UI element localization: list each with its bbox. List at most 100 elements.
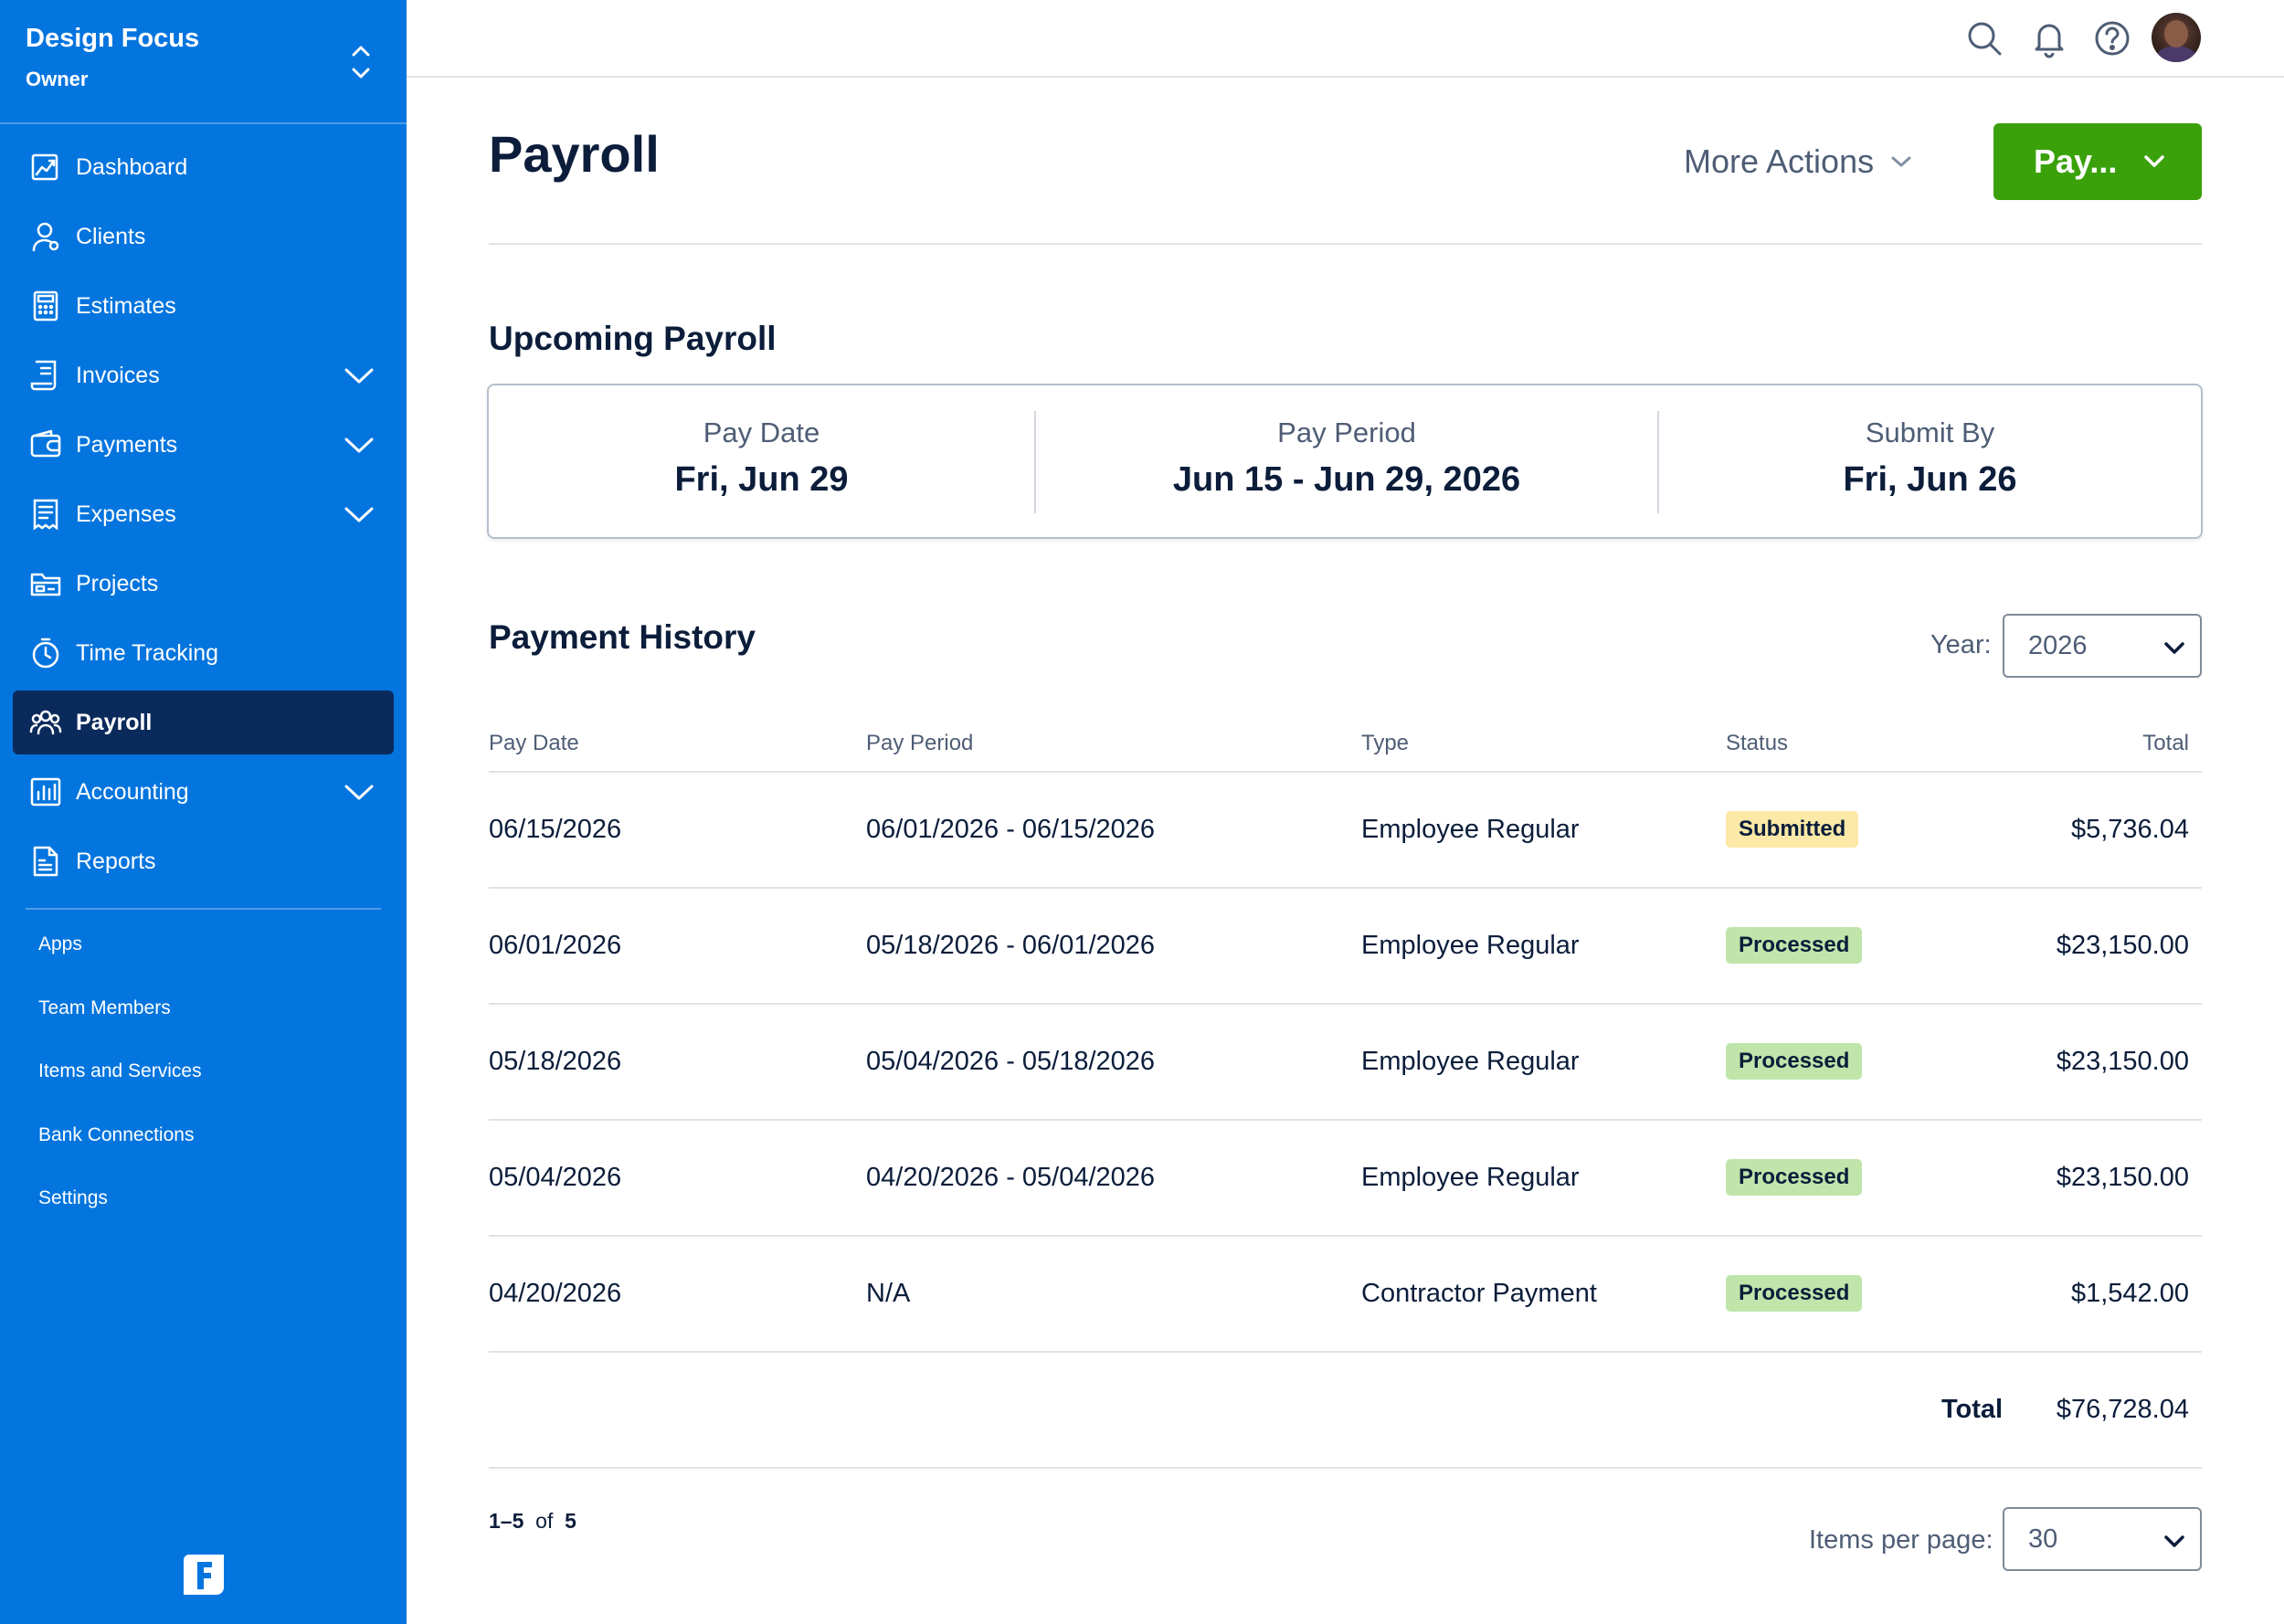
sidebar-item-bank-connections[interactable]: Bank Connections [38, 1124, 195, 1145]
avatar[interactable] [2152, 13, 2201, 62]
sidebar-item-invoices[interactable]: Invoices [13, 343, 394, 407]
bell-icon[interactable] [2029, 18, 2069, 58]
sidebar-item-label: Time Tracking [76, 639, 219, 666]
upcoming-label: Pay Date [703, 417, 820, 448]
sidebar-item-label: Reports [76, 848, 156, 874]
chevron-up-down-icon[interactable] [347, 42, 375, 82]
sidebar-item-label: Projects [76, 570, 159, 596]
card-divider [1034, 411, 1036, 513]
upcoming-submit-by: Submit By Fri, Jun 26 [1659, 385, 2201, 537]
cell-pay-date: 06/01/2026 [489, 931, 622, 960]
upcoming-pay-date: Pay Date Fri, Jun 29 [489, 385, 1034, 537]
sidebar-item-team-members[interactable]: Team Members [38, 997, 171, 1018]
cell-type: Employee Regular [1361, 1047, 1580, 1076]
cell-type: Employee Regular [1361, 931, 1580, 960]
chevron-down-icon[interactable] [344, 365, 375, 385]
org-role: Owner [26, 68, 89, 90]
year-select[interactable]: 2026 [2003, 614, 2202, 678]
row-divider [489, 1119, 2202, 1121]
year-select-value: 2026 [2028, 630, 2088, 660]
cell-type: Contractor Payment [1361, 1279, 1597, 1308]
row-divider [489, 1467, 2202, 1469]
cell-total: $23,150.00 [2056, 1163, 2189, 1192]
expenses-icon [33, 499, 58, 531]
sidebar-item-estimates[interactable]: Estimates [13, 274, 394, 338]
chevron-down-icon [2164, 1535, 2184, 1547]
total-value: $76,728.04 [2056, 1395, 2189, 1424]
pagination-count: 5 [565, 1509, 576, 1533]
cell-pay-period: N/A [866, 1279, 911, 1308]
column-header-total[interactable]: Total [2142, 731, 2189, 755]
status-badge: Processed [1726, 927, 1863, 964]
cell-pay-date: 06/15/2026 [489, 815, 622, 844]
payroll-icon [29, 710, 62, 735]
cell-total: $5,736.04 [2070, 815, 2189, 844]
org-switcher[interactable]: Design Focus Owner [0, 0, 407, 124]
chevron-down-icon [2144, 155, 2164, 167]
pagination-summary: 1–5 of 5 [489, 1509, 576, 1534]
help-icon[interactable] [2092, 18, 2132, 58]
upcoming-value: Fri, Jun 26 [1843, 460, 2017, 499]
cell-total: $23,150.00 [2056, 1047, 2189, 1076]
sidebar-item-apps[interactable]: Apps [38, 933, 82, 954]
sidebar-item-settings[interactable]: Settings [38, 1187, 108, 1208]
chevron-down-icon[interactable] [344, 504, 375, 524]
sidebar-item-label: Invoices [76, 362, 160, 388]
pagination-range: 1–5 [489, 1509, 524, 1533]
org-name: Design Focus [26, 24, 200, 53]
cell-pay-date: 04/20/2026 [489, 1279, 622, 1308]
cell-pay-period: 05/18/2026 - 06/01/2026 [866, 931, 1156, 960]
column-header-pay-period[interactable]: Pay Period [866, 731, 974, 755]
column-header-status[interactable]: Status [1726, 731, 1789, 755]
sidebar: Design Focus Owner Dashboard Clients Est… [0, 0, 407, 1624]
cell-type: Employee Regular [1361, 1163, 1580, 1192]
chevron-down-icon[interactable] [344, 435, 375, 455]
upcoming-label: Submit By [1865, 417, 1995, 448]
sidebar-item-projects[interactable]: Projects [13, 552, 394, 616]
sidebar-item-label: Dashboard [76, 153, 188, 180]
pagination-of: of [535, 1509, 554, 1533]
pay-button-label: Pay... [2034, 142, 2118, 180]
sidebar-item-expenses[interactable]: Expenses [13, 482, 394, 546]
projects-icon [30, 573, 61, 596]
row-divider [489, 1003, 2202, 1005]
chevron-down-icon[interactable] [344, 782, 375, 802]
upcoming-payroll-card: Pay Date Fri, Jun 29 Pay Period Jun 15 -… [487, 384, 2203, 539]
row-divider [489, 771, 2202, 773]
estimates-icon [33, 290, 58, 322]
sidebar-item-label: Accounting [76, 778, 189, 805]
cell-pay-date: 05/04/2026 [489, 1163, 622, 1192]
row-divider [489, 1235, 2202, 1237]
total-label: Total [1941, 1395, 2004, 1424]
header-divider [489, 243, 2202, 245]
sidebar-item-dashboard[interactable]: Dashboard [13, 135, 394, 199]
clients-icon [32, 222, 59, 252]
sidebar-item-label: Payroll [76, 709, 153, 735]
sidebar-item-clients[interactable]: Clients [13, 205, 394, 269]
more-actions-button[interactable]: More Actions [1684, 139, 1912, 185]
items-per-page-select[interactable]: 30 [2003, 1507, 2202, 1571]
sidebar-item-payroll[interactable]: Payroll [13, 691, 394, 754]
search-icon[interactable] [1964, 18, 2004, 58]
sidebar-item-label: Expenses [76, 501, 176, 527]
top-bar [407, 0, 2284, 78]
sidebar-item-time-tracking[interactable]: Time Tracking [13, 621, 394, 685]
cell-total: $1,542.00 [2070, 1279, 2189, 1308]
upcoming-value: Jun 15 - Jun 29, 2026 [1172, 460, 1521, 499]
pay-button[interactable]: Pay... [1993, 123, 2202, 200]
cell-total: $23,150.00 [2056, 931, 2189, 960]
column-header-type[interactable]: Type [1361, 731, 1410, 755]
row-divider [489, 1351, 2202, 1353]
more-actions-label: More Actions [1684, 142, 1875, 180]
sidebar-item-label: Clients [76, 223, 146, 249]
year-label: Year: [1930, 630, 1992, 659]
sidebar-item-reports[interactable]: Reports [13, 829, 394, 893]
sidebar-item-payments[interactable]: Payments [13, 413, 394, 477]
column-header-pay-date[interactable]: Pay Date [489, 731, 579, 755]
freshbooks-logo-icon[interactable] [180, 1551, 227, 1598]
dashboard-icon [31, 153, 58, 181]
sidebar-item-accounting[interactable]: Accounting [13, 760, 394, 824]
payment-history-title: Payment History [489, 618, 756, 656]
sidebar-item-items-and-services[interactable]: Items and Services [38, 1060, 202, 1081]
status-badge: Processed [1726, 1275, 1863, 1312]
